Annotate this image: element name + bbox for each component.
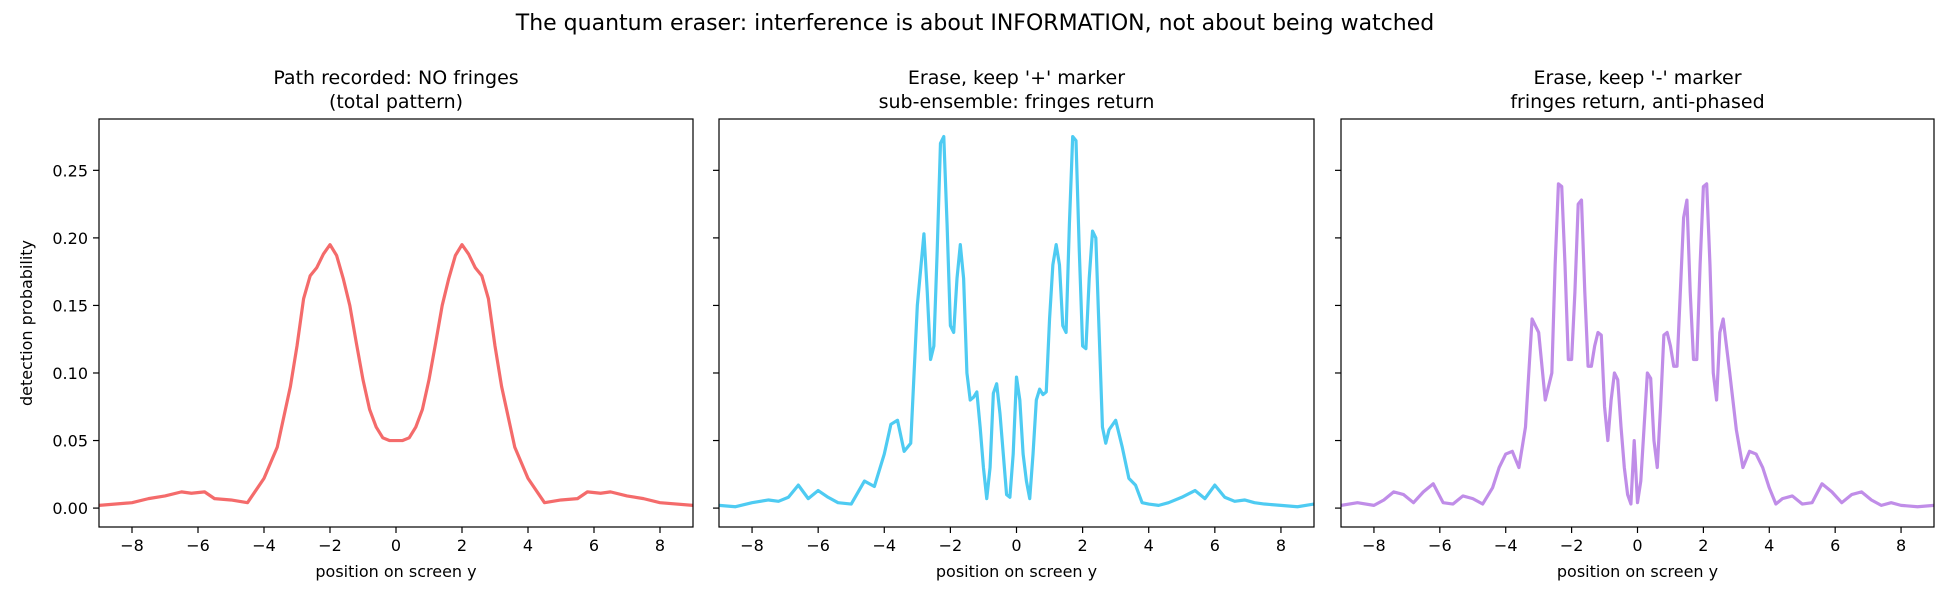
y-tick-label: 0.20 <box>52 229 88 248</box>
x-tick-label: 2 <box>1078 536 1088 555</box>
x-tick-label: −8 <box>740 536 764 555</box>
x-tick-label: −8 <box>1362 536 1386 555</box>
panel-subtitle: (total pattern) <box>329 91 463 113</box>
panel-title: Path recorded: NO fringes <box>273 67 518 89</box>
x-tick-label: −2 <box>939 536 963 555</box>
x-tick-label: 2 <box>1698 536 1708 555</box>
x-tick-label: −6 <box>806 536 830 555</box>
x-axis-label: position on screen y <box>1557 562 1718 581</box>
series-line-1 <box>99 243 693 507</box>
x-tick-label: −4 <box>872 536 896 555</box>
y-axis-label: detection probability <box>17 240 36 406</box>
chart-panel-2: −8 −6 −4 −2 0 2 4 6 8 Erase, keep '+' markersub-e… <box>713 67 1315 581</box>
x-tick-label: −2 <box>1560 536 1584 555</box>
series-line-3 <box>1341 182 1934 509</box>
y-tick-label: 0.25 <box>52 161 88 180</box>
x-tick-label: 0 <box>1011 536 1021 555</box>
x-tick-label: 2 <box>457 536 467 555</box>
panel-title: Erase, keep '-' marker <box>1533 67 1741 89</box>
panel-title: Erase, keep '+' marker <box>908 67 1125 89</box>
panel-subtitle: sub-ensemble: fringes return <box>879 91 1155 113</box>
x-tick-label: −8 <box>120 536 144 555</box>
y-tick-label: 0.10 <box>52 364 88 383</box>
x-tick-label: 0 <box>1632 536 1642 555</box>
chart-panel-3: −8 −6 −4 −2 0 2 4 6 8 Erase, keep '-' markerfring… <box>1335 67 1935 581</box>
x-tick-label: 8 <box>1276 536 1286 555</box>
x-tick-label: −6 <box>1428 536 1452 555</box>
panel-subtitle: fringes return, anti-phased <box>1510 91 1764 113</box>
x-axis-label: position on screen y <box>315 562 476 581</box>
y-tick-label: 0.05 <box>52 432 88 451</box>
x-tick-label: −6 <box>186 536 210 555</box>
series-line-2 <box>719 134 1314 509</box>
chart-panel-1: −8 −6 −4 −2 0 2 4 6 8 0.00 0.05 0.10 0.15 0.20 0.25 Pat… <box>17 67 694 581</box>
x-tick-label: 6 <box>589 536 599 555</box>
x-tick-label: 6 <box>1830 536 1840 555</box>
x-tick-label: −4 <box>252 536 276 555</box>
x-tick-label: 8 <box>655 536 665 555</box>
x-tick-label: 4 <box>1144 536 1154 555</box>
x-axis-label: position on screen y <box>936 562 1097 581</box>
x-tick-label: −2 <box>318 536 342 555</box>
axes-frame <box>98 118 694 528</box>
x-tick-label: 0 <box>391 536 401 555</box>
figure-suptitle: The quantum eraser: interference is abou… <box>515 11 1434 36</box>
axes-frame <box>1340 118 1935 528</box>
x-tick-label: 4 <box>1764 536 1774 555</box>
y-tick-label: 0.15 <box>52 296 88 315</box>
x-tick-label: 4 <box>523 536 533 555</box>
x-tick-label: 8 <box>1896 536 1906 555</box>
x-tick-label: −4 <box>1494 536 1518 555</box>
x-tick-label: 6 <box>1210 536 1220 555</box>
y-tick-label: 0.00 <box>52 499 88 518</box>
axes-frame <box>718 118 1315 528</box>
